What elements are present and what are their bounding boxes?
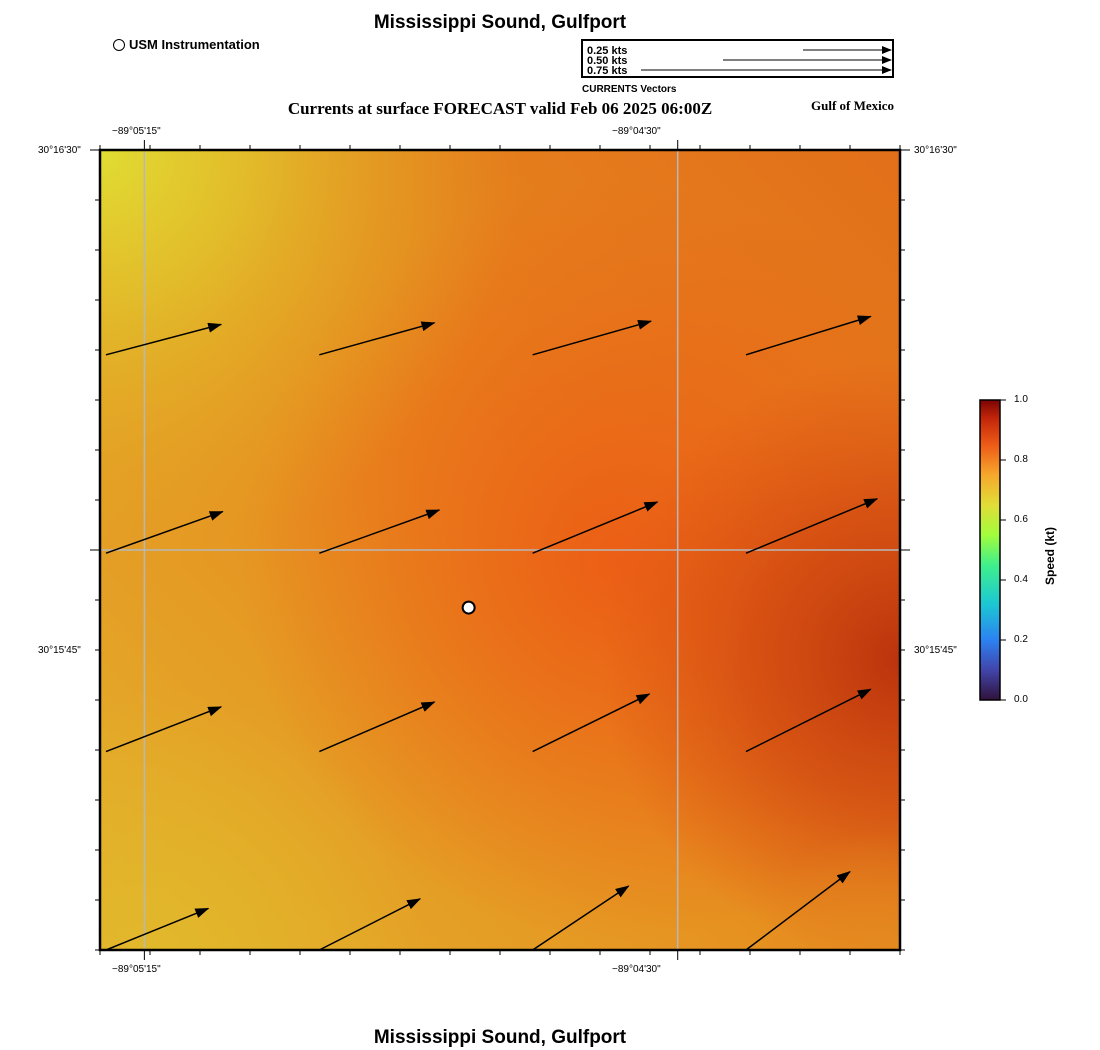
vector-scale-label: 0.75 kts <box>587 65 628 77</box>
lon-tick-label: −89°05'15" <box>112 964 161 975</box>
lon-tick-label: −89°05'15" <box>112 126 161 137</box>
current-vector-arrow <box>105 322 223 356</box>
colorbar-title: Speed (kt) <box>1043 526 1057 585</box>
usm-station-icon <box>113 38 125 51</box>
current-vector-arrow <box>105 907 210 951</box>
vector-scale-arrows <box>641 46 892 74</box>
current-vector-arrow <box>105 706 223 753</box>
current-vector-arrow <box>532 693 651 753</box>
lat-tick-label: 30°15'45" <box>914 645 957 656</box>
lat-tick-label: 30°16'30" <box>38 145 81 156</box>
current-vector-arrow <box>319 509 441 554</box>
current-vector-arrow <box>105 510 224 554</box>
colorbar-tick-label: 0.0 <box>1014 694 1028 705</box>
lon-tick-label: −89°04'30" <box>612 964 661 975</box>
current-vector-arrow <box>532 501 659 554</box>
region-label: Gulf of Mexico <box>811 98 895 113</box>
map-frame <box>98 148 902 952</box>
colorbar-ticks <box>1000 399 1006 701</box>
colorbar-ramp <box>979 399 1001 701</box>
bottom-title: Mississippi Sound, Gulfport <box>373 1027 627 1048</box>
colorbar-tick-label: 0.4 <box>1014 574 1028 585</box>
usm-legend: USM Instrumentation <box>113 37 260 52</box>
colorbar-tick-label: 0.2 <box>1014 634 1028 645</box>
usm-station-marker[interactable] <box>461 600 476 615</box>
current-vector-arrow <box>745 688 872 753</box>
vector-scale-label: 0.50 kts <box>587 55 628 67</box>
usm-legend-label: USM Instrumentation <box>129 37 260 52</box>
lat-tick-label: 30°16'30" <box>914 145 957 156</box>
vector-scale-label: 0.25 kts <box>587 45 628 57</box>
current-vectors <box>105 315 879 951</box>
forecast-subtitle: Currents at surface FORECAST valid Feb 0… <box>287 99 713 118</box>
vectors-caption: CURRENTS Vectors <box>582 84 677 95</box>
current-vector-arrow <box>318 898 421 951</box>
lon-tick-label: −89°04'30" <box>612 126 661 137</box>
current-vector-arrow <box>745 315 872 356</box>
current-vector-arrow <box>745 870 851 951</box>
current-vector-arrow <box>319 701 436 753</box>
colorbar-tick-label: 1.0 <box>1014 394 1028 405</box>
vector-scale-legend: 0.25 kts 0.50 kts 0.75 kts <box>581 39 894 78</box>
map-title: Mississippi Sound, Gulfport <box>373 12 627 33</box>
colorbar-tick-label: 0.6 <box>1014 514 1028 525</box>
current-vector-arrow <box>319 321 436 356</box>
colorbar-tick-label: 0.8 <box>1014 454 1028 465</box>
lat-tick-label: 30°15'45" <box>38 645 81 656</box>
speed-colorbar <box>979 399 1006 701</box>
current-vector-arrow <box>532 319 653 356</box>
current-vector-arrow <box>532 885 630 951</box>
current-vector-arrow <box>745 498 879 554</box>
